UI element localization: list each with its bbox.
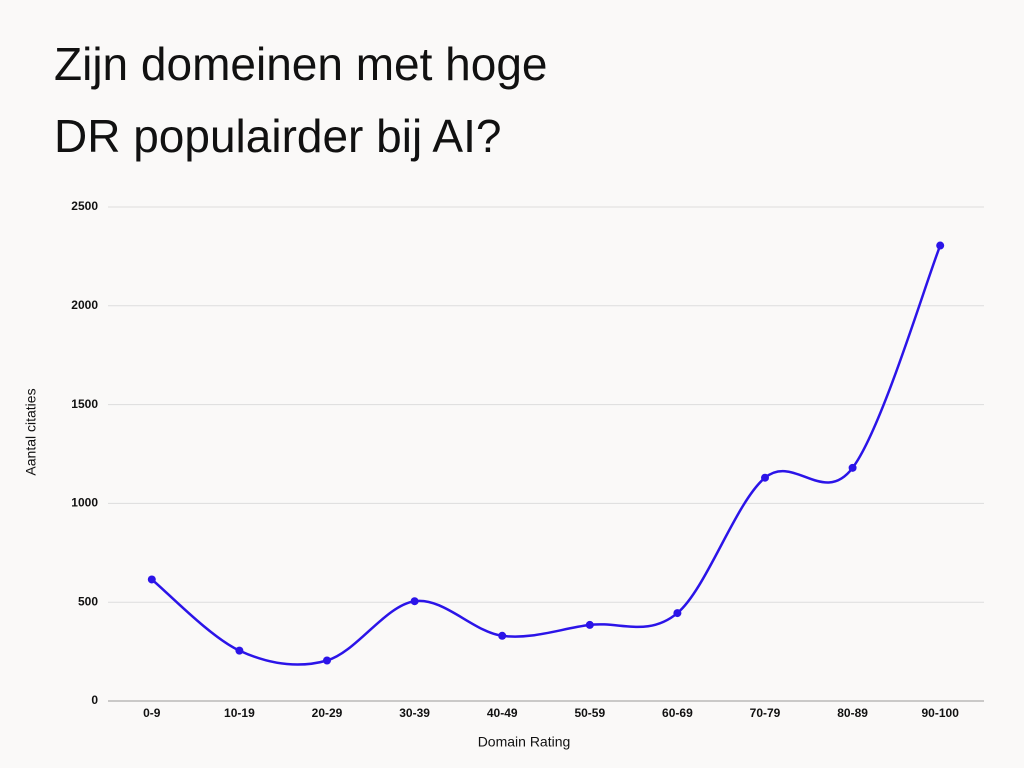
x-tick-label: 80-89 <box>837 706 868 720</box>
x-tick-label: 10-19 <box>224 706 255 720</box>
data-point <box>410 597 419 606</box>
chart-title-line: Zijn domeinen met hoge <box>54 38 548 90</box>
data-point <box>848 463 857 472</box>
x-tick-label: 70-79 <box>750 706 781 720</box>
x-axis-label: Domain Rating <box>478 734 571 750</box>
data-point <box>673 609 682 618</box>
x-tick-label: 60-69 <box>662 706 693 720</box>
y-tick-label: 2000 <box>71 298 98 312</box>
data-point <box>498 631 507 640</box>
y-tick-label: 1000 <box>71 496 98 510</box>
x-tick-label: 20-29 <box>312 706 343 720</box>
y-axis-label: Aantal citaties <box>23 388 39 475</box>
data-point <box>585 620 594 629</box>
chart-title-line: DR populairder bij AI? <box>54 110 501 162</box>
data-point <box>147 575 156 584</box>
data-point <box>761 473 769 482</box>
x-tick-label: 50-59 <box>574 706 605 720</box>
x-tick-label: 90-100 <box>922 706 960 720</box>
x-tick-label: 40-49 <box>487 706 518 720</box>
y-tick-label: 1500 <box>71 397 98 411</box>
data-point <box>936 241 945 250</box>
x-tick-label: 30-39 <box>399 706 430 720</box>
x-tick-label: 0-9 <box>143 706 161 720</box>
y-tick-label: 500 <box>78 594 98 608</box>
y-tick-label: 0 <box>91 693 98 707</box>
data-point <box>235 646 244 655</box>
data-point <box>323 656 331 665</box>
y-tick-label: 2500 <box>71 199 98 213</box>
